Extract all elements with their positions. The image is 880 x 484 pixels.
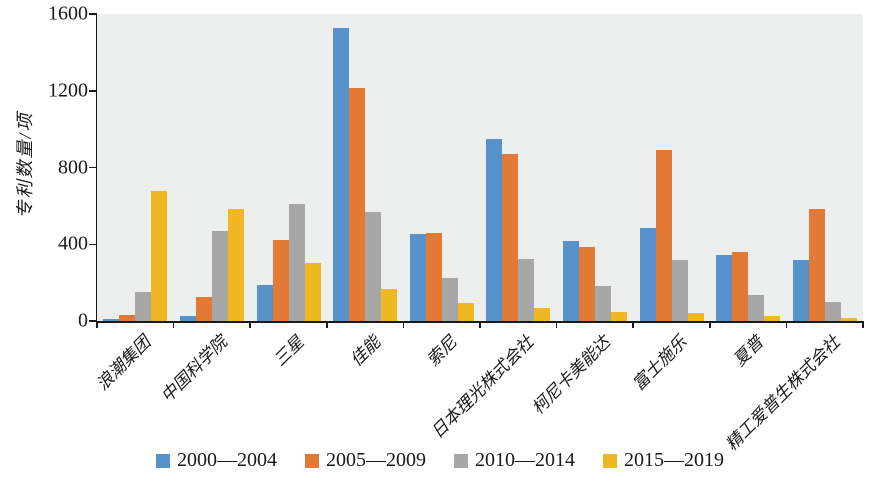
bar-2005—2009-柯尼卡美能达 — [578, 247, 595, 321]
bar-2015—2019-精工爱普生株式会社 — [840, 317, 857, 321]
legend-swatch-icon — [454, 453, 468, 468]
x-tick — [632, 321, 634, 328]
bar-2005—2009-三星 — [272, 240, 289, 321]
y-tick-label: 0 — [78, 309, 88, 332]
y-tick-label: 800 — [58, 156, 88, 178]
y-tick — [89, 166, 97, 169]
bar-2010—2014-富士施乐 — [671, 259, 688, 321]
bar-2000—2004-中国科学院 — [179, 316, 196, 321]
legend-label: 2015—2019 — [624, 449, 724, 471]
x-tick — [249, 321, 251, 328]
bar-2005—2009-中国科学院 — [195, 297, 212, 321]
bar-2015—2019-夏普 — [764, 316, 781, 321]
x-tick — [172, 321, 175, 328]
bar-2015—2019-富士施乐 — [687, 313, 704, 321]
bar-2010—2014-柯尼卡美能达 — [594, 285, 611, 321]
bar-2000—2004-佳能 — [333, 28, 350, 321]
y-tick-label: 1600 — [48, 2, 88, 25]
legend-item: 2000—2004 — [156, 449, 277, 472]
bar-2000—2004-夏普 — [716, 254, 733, 321]
bar-2010—2014-中国科学院 — [211, 230, 228, 321]
x-tick — [326, 321, 328, 328]
bar-2015—2019-中国科学院 — [227, 208, 244, 321]
bar-2015—2019-三星 — [304, 263, 321, 321]
legend-item: 2015—2019 — [603, 449, 724, 472]
legend-label: 2010—2014 — [475, 449, 575, 471]
bar-2005—2009-佳能 — [349, 87, 366, 321]
bar-2005—2009-夏普 — [732, 251, 749, 321]
y-tick — [89, 13, 97, 15]
y-tick — [89, 90, 97, 92]
bar-2010—2014-精工爱普生株式会社 — [824, 301, 841, 321]
bar-2000—2004-三星 — [256, 284, 273, 321]
bar-2015—2019-索尼 — [457, 302, 474, 321]
bar-2000—2004-日本理光株式会社 — [486, 138, 503, 321]
y-tick-label: 400 — [58, 232, 88, 255]
legend-swatch-icon — [603, 453, 617, 468]
x-tick — [785, 321, 788, 328]
x-tick — [96, 321, 98, 328]
bar-2010—2014-三星 — [288, 203, 305, 321]
y-tick — [89, 243, 97, 245]
y-tick-label: 1200 — [48, 79, 88, 102]
x-tick — [709, 321, 711, 328]
legend-label: 2005—2009 — [326, 449, 426, 471]
legend-swatch-icon — [305, 453, 319, 468]
bar-2005—2009-精工爱普生株式会社 — [808, 208, 825, 321]
bar-2010—2014-索尼 — [441, 277, 458, 321]
bar-2005—2009-日本理光株式会社 — [502, 154, 519, 321]
x-tick — [402, 321, 405, 328]
bar-2000—2004-精工爱普生株式会社 — [792, 259, 809, 321]
bar-2000—2004-浪潮集团 — [103, 319, 120, 321]
legend: 2000—2004 2005—2009 2010—2014 2015—2019 — [0, 449, 880, 472]
bar-2010—2014-浪潮集团 — [135, 292, 152, 321]
bar-2000—2004-索尼 — [409, 233, 426, 321]
legend-label: 2000—2004 — [177, 449, 277, 471]
bar-2000—2004-柯尼卡美能达 — [562, 241, 579, 321]
legend-item: 2010—2014 — [454, 449, 575, 472]
bar-2010—2014-佳能 — [365, 211, 382, 321]
bar-2015—2019-佳能 — [381, 289, 398, 321]
y-tick — [89, 320, 97, 322]
x-tick — [479, 321, 481, 328]
legend-swatch-icon — [156, 453, 170, 468]
x-tick — [862, 321, 864, 328]
bar-2005—2009-浪潮集团 — [119, 315, 136, 321]
bar-2015—2019-柯尼卡美能达 — [610, 312, 627, 321]
x-tick — [555, 321, 558, 328]
bar-2010—2014-日本理光株式会社 — [518, 258, 535, 321]
bar-2005—2009-索尼 — [425, 232, 442, 321]
legend-item: 2005—2009 — [305, 449, 426, 472]
bar-2000—2004-富士施乐 — [639, 227, 656, 321]
bar-2005—2009-富士施乐 — [655, 150, 672, 321]
bar-2015—2019-日本理光株式会社 — [534, 307, 551, 321]
bar-2015—2019-浪潮集团 — [151, 191, 168, 321]
bar-2010—2014-夏普 — [748, 295, 765, 321]
